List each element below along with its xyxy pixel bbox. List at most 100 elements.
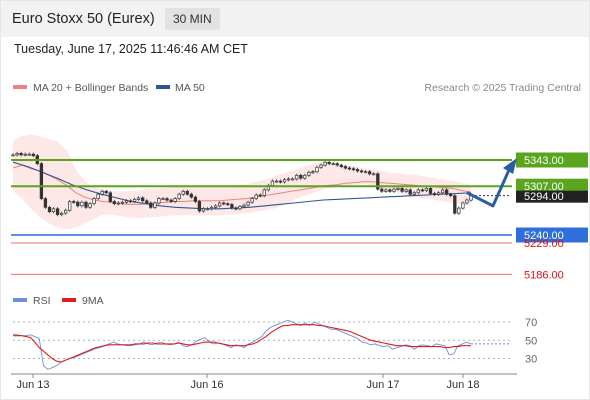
candle-body — [169, 199, 173, 202]
candle-body — [11, 154, 15, 157]
candle-body — [59, 212, 64, 216]
candle-body — [424, 188, 429, 191]
candle-body — [104, 190, 108, 194]
level-label: 5229.00 — [524, 238, 564, 250]
candle-body — [436, 192, 441, 195]
candle-body — [254, 194, 258, 199]
candle-body — [331, 163, 335, 165]
candle-body — [141, 197, 145, 202]
interval-button[interactable]: 30 MIN — [165, 8, 220, 30]
candle-body — [445, 189, 449, 195]
candle-body — [327, 161, 331, 165]
time-axis-label: Jun 13 — [16, 379, 49, 391]
bollinger-legend-swatch — [13, 85, 27, 89]
candle-body — [453, 195, 457, 214]
candle-body — [412, 192, 416, 195]
candle-body — [388, 189, 392, 192]
candle-body — [209, 206, 214, 210]
candle-body — [368, 171, 372, 175]
candle-body — [47, 206, 52, 213]
candle-body — [27, 153, 31, 156]
candle-body — [218, 202, 222, 207]
candle-body — [335, 163, 339, 166]
level-tag — [516, 152, 588, 168]
level-label: 5240.00 — [524, 230, 564, 242]
candle-body — [380, 188, 384, 192]
candle-body — [372, 173, 376, 176]
rsi-ma-line — [13, 324, 471, 363]
candle-body — [465, 199, 469, 204]
candle-body — [274, 180, 279, 183]
candle-body — [291, 178, 295, 181]
candle-body — [112, 201, 116, 205]
rsi-line — [12, 319, 472, 370]
candle-body — [396, 188, 400, 190]
ma50-legend-swatch — [156, 85, 170, 89]
candle-body — [351, 168, 356, 171]
bollinger-legend-label: MA 20 + Bollinger Bands — [33, 82, 148, 94]
candle-body — [311, 171, 315, 174]
candle-body — [51, 208, 56, 213]
price-chart: MA 20 + Bollinger Bands MA 50 Research ©… — [11, 82, 588, 391]
candle-body — [185, 190, 189, 195]
candle-body — [230, 204, 234, 209]
candle-body — [319, 164, 323, 168]
rsi-panel: 70 50 30 — [12, 317, 537, 370]
candle-body — [457, 207, 461, 214]
copyright-text: Research © 2025 Trading Central — [424, 82, 581, 94]
candle-body — [214, 205, 218, 208]
candle-body — [282, 179, 287, 183]
level-label: 5186.00 — [524, 269, 564, 281]
candle-body — [157, 198, 161, 204]
time-axis: Jun 13 Jun 16 Jun 17 Jun 18 — [11, 373, 517, 391]
candle-body — [84, 201, 88, 208]
candle-body — [72, 201, 76, 203]
candle-body — [181, 190, 185, 195]
candle-body — [145, 200, 149, 204]
candle-body — [88, 203, 92, 208]
candle-body — [76, 201, 80, 207]
ma50-line — [12, 161, 472, 210]
candle-body — [339, 164, 343, 167]
candle-body — [307, 172, 311, 176]
price-panel — [11, 134, 511, 230]
candle-body — [100, 190, 104, 195]
candle-body — [363, 171, 368, 174]
rsi-tick-label: 70 — [525, 317, 537, 329]
candle-body — [132, 198, 137, 202]
time-axis-label: Jun 17 — [366, 379, 399, 391]
candle-body — [201, 208, 206, 212]
candle-body — [392, 188, 396, 192]
candle-body — [43, 198, 48, 208]
instrument-title: Euro Stoxx 50 (Eurex) — [12, 11, 155, 27]
candle-body — [80, 201, 84, 207]
candle-body — [384, 189, 388, 192]
ma50-legend-label: MA 50 — [175, 82, 205, 94]
candle-body — [242, 204, 246, 207]
candle-body — [234, 207, 238, 210]
level-tag — [516, 178, 588, 194]
candle-body — [323, 161, 327, 166]
candle-body — [136, 197, 141, 200]
header-bar: Euro Stoxx 50 (Eurex) 30 MIN — [1, 1, 589, 37]
candle-body — [149, 202, 153, 208]
candle-body — [19, 153, 23, 156]
candle-body — [108, 192, 112, 202]
candle-body — [39, 163, 44, 199]
candle-body — [124, 200, 129, 203]
candle-body — [68, 201, 72, 211]
candle-body — [432, 193, 437, 195]
candle-body — [153, 202, 157, 208]
last-price-label: 5294.00 — [524, 191, 564, 203]
candle-body — [408, 189, 412, 195]
candle-body — [96, 193, 100, 199]
candle-body — [250, 198, 254, 203]
candle-body — [258, 194, 262, 197]
rsi-ma-legend-label: 9MA — [82, 295, 104, 307]
candle-body — [193, 196, 198, 202]
candle-body — [116, 202, 121, 205]
candle-body — [461, 202, 465, 209]
candle-body — [278, 180, 283, 183]
candle-body — [355, 169, 360, 172]
ma20-line — [12, 164, 472, 205]
